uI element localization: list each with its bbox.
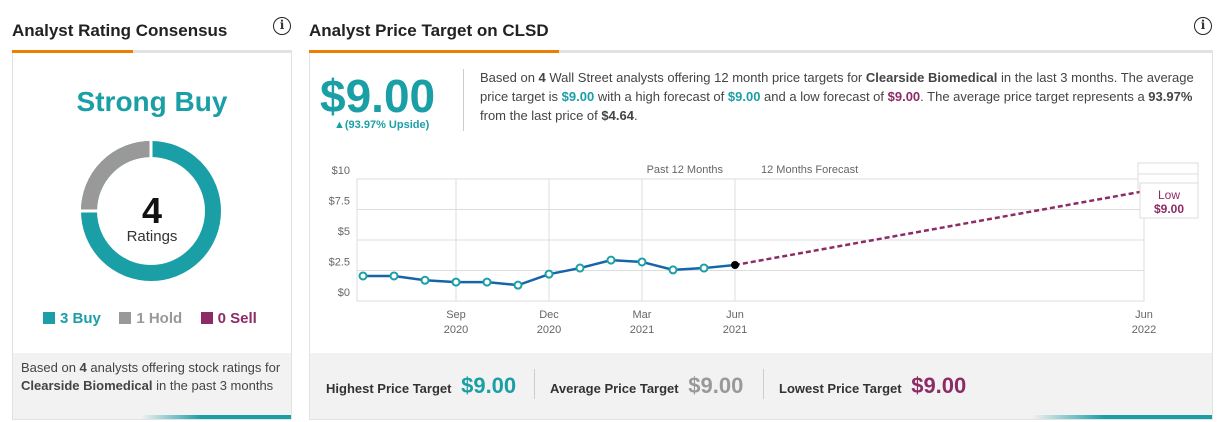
tooltip-label: Low xyxy=(1158,188,1180,202)
price-target-panel: $9.00 ▲(93.97% Upside) Based on 4 Wall S… xyxy=(309,50,1213,420)
data-point xyxy=(606,255,616,265)
y-tick-label: $5 xyxy=(338,226,350,238)
data-point xyxy=(699,263,709,273)
data-point xyxy=(389,271,399,281)
highest-label: Highest Price Target xyxy=(326,381,452,396)
data-point xyxy=(358,271,368,281)
data-point xyxy=(513,280,523,290)
rating-footer: Based on 4 analysts offering stock ratin… xyxy=(13,353,291,419)
y-tick-label: $7.5 xyxy=(329,196,350,208)
ratings-label: Ratings xyxy=(126,228,178,245)
tooltip-low xyxy=(1139,182,1199,219)
x-tick-label: 2022 xyxy=(1132,324,1156,336)
x-tick-label: 2021 xyxy=(630,324,654,336)
x-tick-label: 2021 xyxy=(723,324,747,336)
data-point xyxy=(420,275,430,285)
lowest-value: $9.00 xyxy=(911,373,967,398)
price-target-description: Based on 4 Wall Street analysts offering… xyxy=(480,70,1194,123)
section-label: Past 12 Months xyxy=(647,164,724,176)
highest-value: $9.00 xyxy=(461,373,517,398)
legend-sell: 0 Sell xyxy=(200,310,257,327)
section-label: 12 Months Forecast xyxy=(761,164,858,176)
upside-label: ▲(93.97% Upside) xyxy=(334,119,430,131)
data-point xyxy=(637,257,647,267)
data-point xyxy=(575,263,585,273)
y-tick-label: $10 xyxy=(332,165,350,177)
data-point xyxy=(482,277,492,287)
data-point xyxy=(668,265,678,275)
consensus-label: Strong Buy xyxy=(76,86,228,117)
ratings-legend: 3 Buy 1 Hold 0 Sell xyxy=(43,310,271,328)
legend-hold: 1 Hold xyxy=(119,310,182,327)
info-icon[interactable]: i xyxy=(273,17,291,35)
rating-title: Analyst Rating Consensus xyxy=(12,21,228,40)
data-point xyxy=(544,269,554,279)
legend-buy: 3 Buy xyxy=(43,310,101,327)
price-target-title: Analyst Price Target on CLSD xyxy=(309,21,549,40)
average-value: $9.00 xyxy=(688,373,744,398)
ratings-donut xyxy=(81,141,221,281)
x-tick-label: 2020 xyxy=(444,324,468,336)
x-tick-label: Jun xyxy=(726,309,744,321)
x-tick-label: Mar xyxy=(633,309,652,321)
forecast-line xyxy=(734,189,1145,267)
tooltip-value: $9.00 xyxy=(1154,202,1184,216)
price-chart: $0 $2.5 $5 $7.5 $10 Sep 2020 Dec 2020 Mar 2021 Jun 2… xyxy=(329,162,1199,336)
rating-panel: Strong Buy 4 Ratings 3 Buy 1 Hold 0 Sell… xyxy=(12,50,292,420)
price-target-value: $9.00 xyxy=(320,70,436,122)
ratings-count: 4 xyxy=(141,190,163,231)
price-target-footer: Highest Price Target $9.00 Average Price… xyxy=(310,353,1212,419)
x-tick-label: Dec xyxy=(539,309,559,321)
info-icon[interactable]: i xyxy=(1194,17,1212,35)
x-tick-label: Jun xyxy=(1135,309,1153,321)
x-tick-label: Sep xyxy=(446,309,466,321)
y-tick-label: $0 xyxy=(338,287,350,299)
y-tick-label: $2.5 xyxy=(329,257,350,269)
x-tick-label: 2020 xyxy=(537,324,561,336)
data-point xyxy=(451,277,461,287)
current-price-point xyxy=(731,261,739,270)
